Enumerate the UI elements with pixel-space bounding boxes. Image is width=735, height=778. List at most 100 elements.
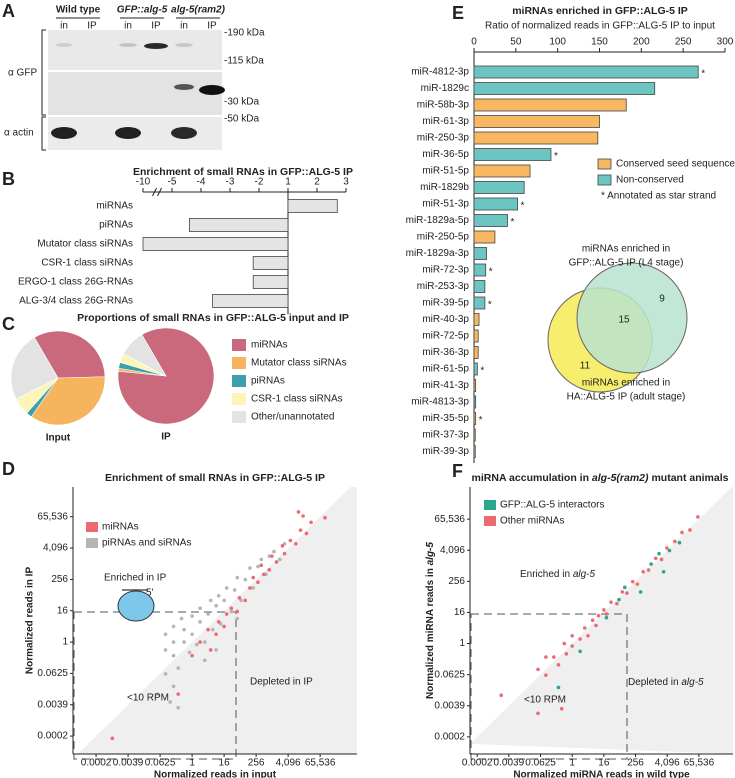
- point: [586, 633, 590, 638]
- point: [544, 655, 548, 659]
- point: [206, 627, 210, 632]
- point: [171, 624, 176, 629]
- point: [176, 692, 181, 696]
- point: [198, 620, 202, 624]
- diagonal-shading: [470, 487, 733, 754]
- x-tick-label: 0.0625: [525, 758, 556, 769]
- marker-label: -50 kDa: [224, 114, 259, 125]
- star: *: [510, 217, 514, 228]
- annotation: <10 RPM: [127, 693, 169, 704]
- point: [163, 672, 168, 676]
- panel-label: A: [2, 1, 15, 21]
- blot-band: [144, 43, 168, 49]
- bar: [473, 115, 600, 128]
- point: [696, 515, 700, 519]
- point: [625, 591, 629, 595]
- lane-label: in: [124, 21, 132, 32]
- panel-label: C: [2, 314, 15, 334]
- group-label: Wild type: [56, 5, 101, 16]
- point: [251, 575, 256, 580]
- pie-label: Input: [46, 433, 71, 444]
- point: [214, 603, 218, 608]
- bar: [473, 230, 496, 244]
- point: [235, 616, 240, 621]
- y-tick-label: 256: [51, 574, 68, 585]
- point: [604, 615, 609, 620]
- venn-label: HA::ALG-5 IP (adult stage): [567, 392, 686, 403]
- point: [194, 642, 199, 647]
- point: [262, 572, 266, 577]
- antibody-label: α GFP: [8, 68, 37, 79]
- point: [590, 618, 595, 623]
- point: [578, 649, 582, 654]
- point: [259, 557, 264, 562]
- y-tick-label: 256: [448, 576, 465, 587]
- lane-label: in: [60, 21, 68, 32]
- category-label: miR-1829a-3p: [406, 248, 470, 259]
- point: [237, 596, 242, 600]
- category-label: miR-39-5p: [422, 298, 469, 309]
- point: [210, 627, 215, 632]
- point: [630, 579, 635, 584]
- bar: [473, 65, 699, 79]
- point: [208, 598, 213, 603]
- point: [615, 601, 619, 606]
- category-label: miR-39-3p: [422, 446, 469, 457]
- point: [323, 515, 327, 520]
- venn-label: miRNAs enriched in: [582, 378, 670, 389]
- category-label: miR-51-3p: [422, 199, 469, 210]
- point: [294, 541, 298, 546]
- bar: [473, 148, 552, 161]
- x-tick-label: 16: [219, 758, 231, 769]
- x-tick-label: 4,096: [276, 758, 301, 769]
- x-tick-label: 256: [627, 758, 644, 769]
- point: [578, 637, 582, 641]
- x-tick-label: -5: [168, 177, 177, 188]
- category-label: miR-58b-3p: [417, 100, 470, 111]
- x-tick-label: 250: [675, 37, 692, 48]
- x-tick-label: -10: [136, 177, 151, 188]
- bar: [473, 131, 599, 145]
- y-tick-label: 16: [57, 605, 69, 616]
- legend-label: Mutator class siRNAs: [251, 358, 347, 369]
- point: [216, 620, 221, 624]
- marker-label: -115 kDa: [224, 56, 264, 67]
- legend-swatch: [484, 500, 496, 510]
- blot-strip: [48, 30, 222, 70]
- point: [248, 566, 252, 570]
- x-tick-label: 1: [569, 758, 575, 769]
- x-tick-label: 0.0039: [113, 758, 144, 769]
- y-tick-label: 1: [459, 638, 465, 649]
- point: [544, 673, 548, 677]
- point: [256, 564, 260, 569]
- category-label: miR-1829a-5p: [406, 215, 470, 226]
- point: [206, 612, 210, 616]
- x-tick-label: 200: [633, 37, 650, 48]
- point: [214, 648, 218, 652]
- point: [620, 590, 625, 594]
- annotation: Depleted in alg-5: [628, 677, 704, 688]
- legend-label: GFP::ALG-5 interactors: [500, 500, 604, 511]
- bar: [212, 294, 289, 308]
- x-tick-label: -4: [197, 177, 206, 188]
- point: [657, 551, 661, 556]
- legend-label: piRNAs and siRNAs: [102, 538, 191, 549]
- point: [667, 548, 672, 553]
- text-part: alg-5: [573, 569, 596, 580]
- point: [659, 557, 664, 562]
- point: [274, 560, 279, 564]
- category-label: miR-250-5p: [417, 232, 470, 243]
- x-axis-label: Normalized miRNA reads in wild type: [513, 770, 690, 778]
- legend-swatch: [232, 411, 246, 423]
- star: *: [488, 300, 492, 311]
- pie-slice: [10, 337, 59, 400]
- bar: [473, 247, 487, 260]
- point: [641, 569, 645, 574]
- point: [570, 633, 575, 638]
- star: *: [554, 151, 558, 162]
- x-tick-label: 0.0625: [145, 758, 176, 769]
- point: [216, 594, 221, 598]
- point: [202, 658, 207, 663]
- x-tick-label: 65,536: [684, 758, 715, 769]
